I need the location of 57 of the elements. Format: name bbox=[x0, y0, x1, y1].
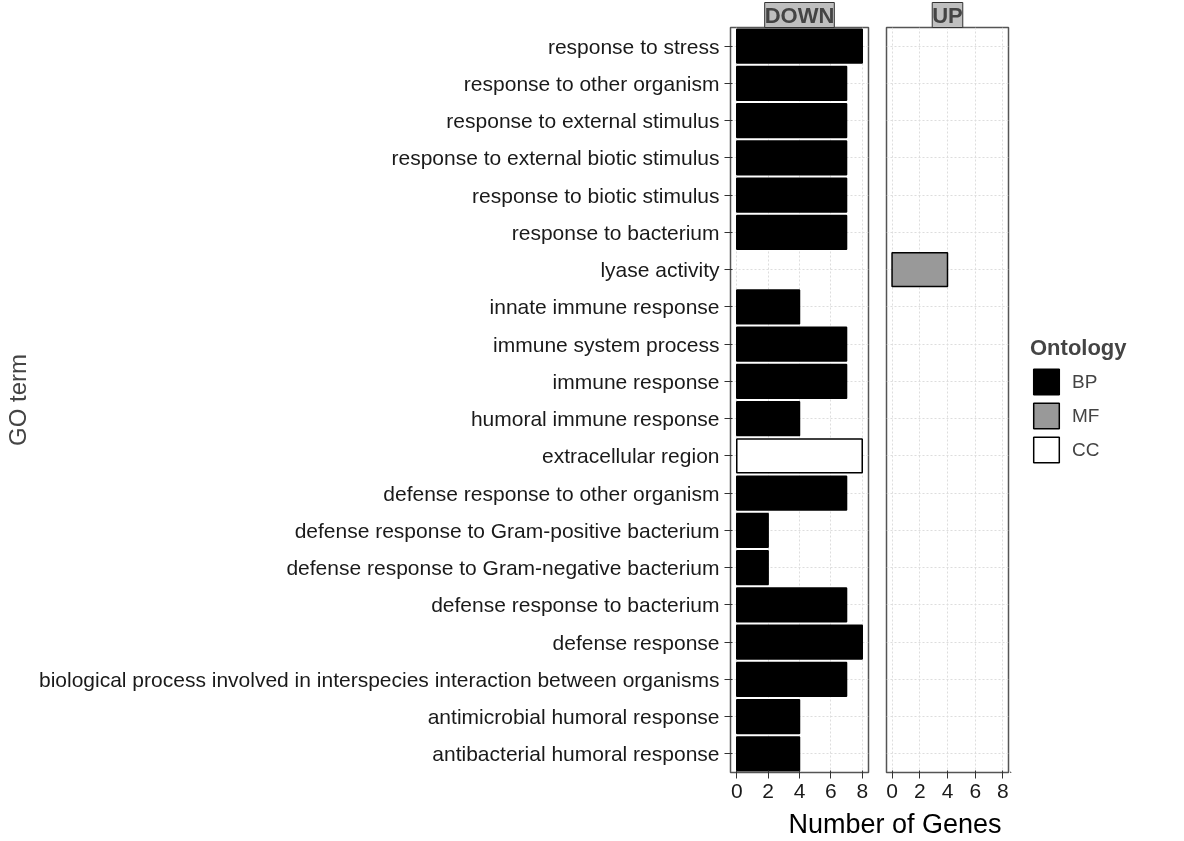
bar bbox=[736, 326, 848, 362]
bar bbox=[736, 550, 769, 586]
x-tick-label: 4 bbox=[793, 778, 806, 802]
bar bbox=[736, 661, 848, 697]
y-tick-label: innate immune response bbox=[489, 295, 720, 319]
x-tick-label: 4 bbox=[941, 778, 954, 802]
y-tick-label: response to external biotic stimulus bbox=[391, 146, 720, 170]
x-axis-title: Number of Genes bbox=[788, 808, 1002, 841]
y-tick-label: defense response to bacterium bbox=[431, 593, 720, 617]
y-tick-label: biological process involved in interspecies interaction between organisms bbox=[38, 667, 720, 691]
legend-label: BP bbox=[1072, 369, 1098, 393]
y-tick-label: response to biotic stimulus bbox=[472, 183, 720, 207]
bar bbox=[736, 475, 848, 511]
y-tick-label: defense response to Gram-negative bacterium bbox=[286, 556, 720, 580]
x-tick-label: 8 bbox=[997, 778, 1009, 802]
bar bbox=[736, 736, 801, 772]
bar bbox=[736, 65, 848, 101]
x-tick-label: 2 bbox=[913, 778, 926, 802]
bar bbox=[736, 587, 848, 623]
bar bbox=[736, 214, 848, 250]
bar bbox=[736, 512, 769, 548]
bar bbox=[736, 289, 801, 325]
y-tick-label: immune response bbox=[552, 369, 720, 393]
y-axis-title: GO term bbox=[3, 353, 31, 446]
x-tick-label: 2 bbox=[762, 778, 774, 802]
y-tick-label: response to stress bbox=[547, 34, 720, 58]
y-tick-label: antimicrobial humoral response bbox=[427, 705, 720, 729]
y-tick-label: humoral immune response bbox=[470, 407, 720, 431]
bar bbox=[736, 699, 801, 735]
y-tick-label: defense response bbox=[552, 630, 720, 654]
x-tick-label: 0 bbox=[730, 778, 743, 802]
y-tick-label: response to external stimulus bbox=[446, 109, 720, 133]
y-tick-label: response to other organism bbox=[463, 71, 720, 95]
legend-label: CC bbox=[1072, 437, 1100, 461]
y-tick-label: antibacterial humoral response bbox=[432, 742, 720, 766]
legend-title: Ontology bbox=[1030, 334, 1127, 360]
x-tick-label: 0 bbox=[886, 778, 898, 802]
y-tick-label: defense response to Gram-positive bacterium bbox=[294, 518, 720, 542]
bar bbox=[736, 438, 863, 474]
bar bbox=[736, 140, 848, 176]
y-tick-label: response to bacterium bbox=[511, 220, 720, 244]
legend-label: MF bbox=[1072, 403, 1100, 427]
y-tick-label: defense response to other organism bbox=[383, 481, 720, 505]
chart-title: DOWN bbox=[764, 2, 835, 28]
bar bbox=[736, 401, 801, 437]
y-tick-label: immune system process bbox=[493, 332, 720, 356]
bar bbox=[736, 103, 848, 139]
y-tick-label: lyase activity bbox=[600, 258, 720, 282]
y-tick-label: extracellular region bbox=[542, 444, 720, 468]
bar bbox=[736, 177, 848, 213]
chart-title: UP bbox=[932, 2, 963, 28]
bar bbox=[736, 28, 863, 64]
x-tick-label: 6 bbox=[825, 778, 837, 802]
bar bbox=[736, 363, 848, 399]
bar bbox=[736, 624, 863, 660]
x-tick-label: 6 bbox=[969, 778, 982, 802]
x-tick-label: 8 bbox=[856, 778, 869, 802]
